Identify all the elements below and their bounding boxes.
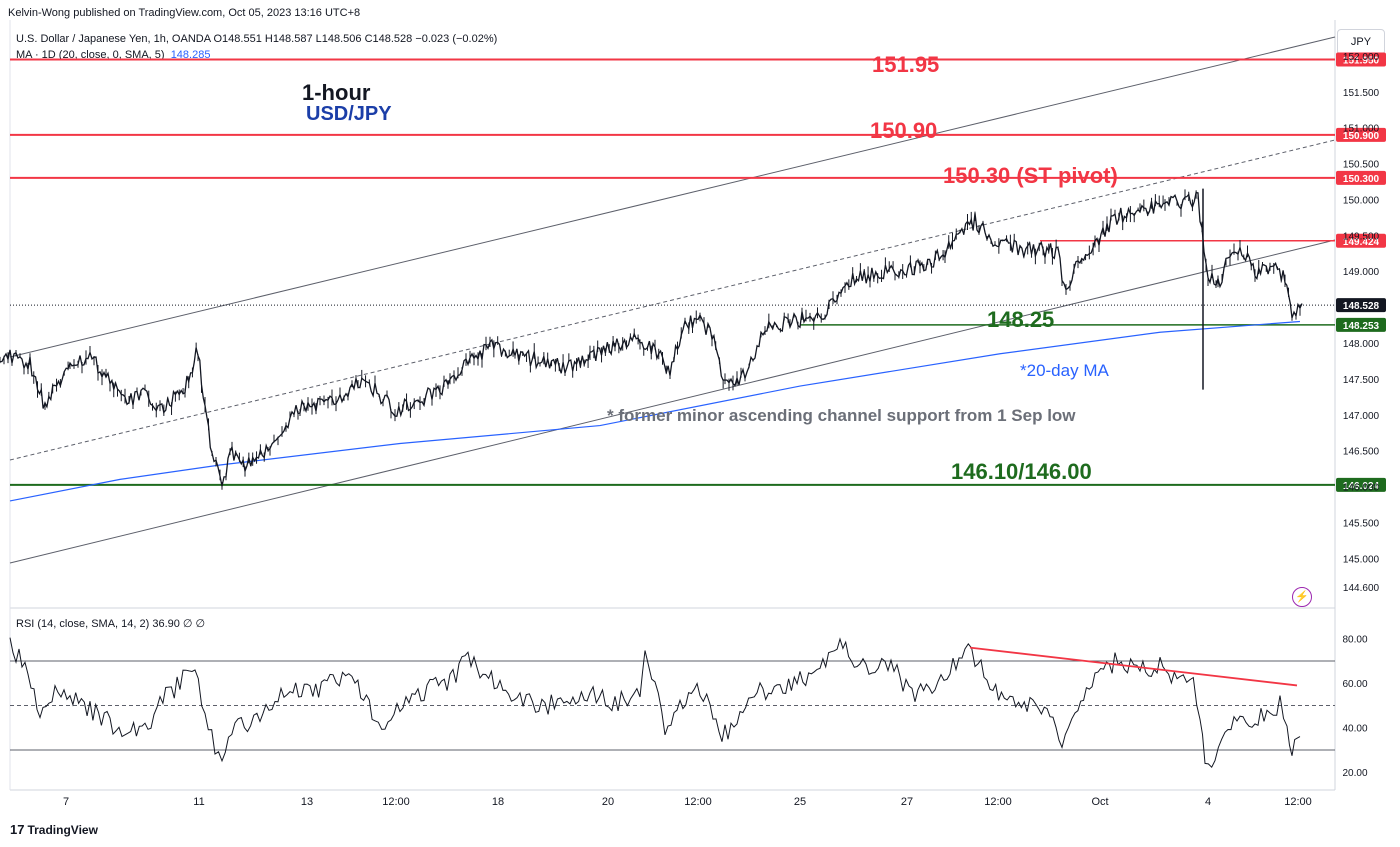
price-tick-3: 150.500 — [1343, 160, 1380, 171]
lightning-icon[interactable]: ⚡ — [1292, 587, 1312, 607]
time-tick-0: 7 — [63, 796, 69, 808]
rsi-tick-0: 80.00 — [1342, 635, 1367, 646]
price-tag-5 — [1336, 317, 1386, 332]
price-tick-6: 149.000 — [1343, 267, 1380, 278]
price-tag-label-5: 148.253 — [1343, 321, 1380, 332]
time-tick-10: Oct — [1091, 796, 1108, 808]
channel-lower-line — [9, 239, 1336, 564]
ma-20day-line — [9, 320, 1301, 502]
rsi-tick-3: 20.00 — [1342, 768, 1367, 779]
time-tick-9: 12:00 — [984, 796, 1012, 808]
support-1-annotation: 148.25 — [987, 307, 1055, 332]
resistance-2-annotation: 150.90 — [870, 118, 938, 143]
resistance-3-annotation: 151.95 — [872, 52, 940, 77]
rsi-line — [9, 637, 1301, 769]
price-tick-8: 147.500 — [1343, 375, 1380, 386]
price-tick-5: 149.500 — [1343, 231, 1380, 242]
price-tag-0 — [1336, 52, 1386, 67]
channel-upper-line — [9, 36, 1336, 358]
rsi-tick-2: 40.00 — [1342, 724, 1367, 735]
pivot-annotation: 150.30 (ST pivot) — [943, 163, 1118, 188]
price-tick-2: 151.000 — [1343, 124, 1380, 135]
brand-label: TradingView — [27, 823, 98, 837]
time-tick-12: 12:00 — [1284, 796, 1312, 808]
price-tag-label-4: 148.528 — [1343, 301, 1380, 312]
price-tag-label-0: 151.950 — [1343, 55, 1380, 66]
tradingview-brand[interactable]: 17 TradingView — [10, 822, 98, 837]
price-tag-label-3: 149.424 — [1343, 237, 1380, 248]
price-tick-11: 146.000 — [1343, 483, 1380, 494]
channel-note-annotation: * former minor ascending channel support… — [607, 406, 1076, 425]
price-tick-1: 151.500 — [1343, 88, 1380, 99]
time-tick-6: 12:00 — [684, 796, 712, 808]
timeframe-title: 1-hour — [302, 80, 371, 105]
price-tick-9: 147.000 — [1343, 411, 1380, 422]
price-tick-0: 152.000 — [1343, 52, 1380, 63]
time-tick-3: 12:00 — [382, 796, 410, 808]
time-tick-1: 11 — [193, 796, 204, 808]
time-tick-2: 13 — [301, 796, 313, 808]
price-tick-4: 150.000 — [1343, 195, 1380, 206]
symbol-title: USD/JPY — [306, 103, 392, 125]
rsi-tick-1: 60.00 — [1342, 679, 1367, 690]
price-tag-4 — [1336, 298, 1386, 313]
support-2-annotation: 146.10/146.00 — [951, 459, 1092, 484]
rsi-trendline — [969, 646, 1298, 687]
time-tick-7: 25 — [794, 796, 806, 808]
price-tick-13: 145.000 — [1343, 554, 1380, 565]
time-tick-11: 4 — [1205, 796, 1211, 808]
price-series — [0, 191, 1303, 487]
price-tag-1 — [1336, 127, 1386, 142]
price-tag-6 — [1336, 477, 1386, 492]
price-tag-label-6: 146.024 — [1343, 481, 1380, 492]
price-tick-7: 148.000 — [1343, 339, 1380, 350]
time-tick-8: 27 — [901, 796, 913, 808]
price-tag-label-2: 150.300 — [1343, 174, 1380, 185]
price-tick-10: 146.500 — [1343, 447, 1380, 458]
rsi-legend: RSI (14, close, SMA, 14, 2) 36.90 ∅ ∅ — [16, 618, 206, 630]
publisher-caption: Kelvin-Wong published on TradingView.com… — [8, 7, 361, 19]
symbol-legend: U.S. Dollar / Japanese Yen, 1h, OANDA O1… — [16, 33, 498, 45]
price-tick-12: 145.500 — [1343, 518, 1380, 529]
ma-legend-label: MA · 1D (20, close, 0, SMA, 5) — [16, 49, 165, 61]
price-tag-3 — [1336, 233, 1386, 248]
price-tag-2 — [1336, 170, 1386, 185]
channel-mid-line — [9, 139, 1336, 461]
ma-legend-value: 148.285 — [170, 49, 211, 61]
currency-button[interactable]: JPY — [1337, 29, 1385, 55]
ma-annotation: *20-day MA — [1020, 361, 1109, 380]
time-tick-4: 18 — [492, 796, 504, 808]
time-tick-5: 20 — [602, 796, 614, 808]
price-tag-label-1: 150.900 — [1343, 131, 1380, 142]
price-tick-14: 144.600 — [1343, 583, 1380, 594]
ma-legend: MA · 1D (20, close, 0, SMA, 5) 148.285 — [16, 49, 210, 61]
tradingview-logo-icon: 17 — [10, 822, 25, 837]
